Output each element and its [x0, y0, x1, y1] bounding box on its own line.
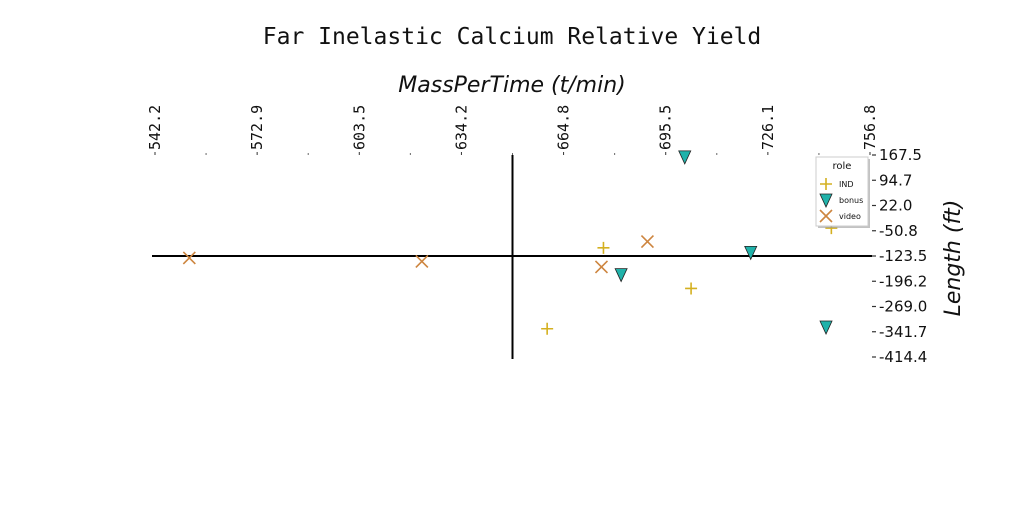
legend-label-bonus: bonus [839, 196, 863, 205]
point-video [416, 255, 428, 267]
y-tick-label: 167.5 [879, 146, 922, 164]
y-tick-label: -123.5 [879, 247, 927, 265]
y-tick-label: -196.2 [879, 272, 927, 290]
point-video [595, 261, 607, 273]
legend-title: role [833, 161, 852, 172]
legend: role IND bonus video [816, 157, 870, 228]
x-tick-label: 634.2 [452, 105, 470, 150]
y-tick-label: -341.7 [879, 323, 927, 341]
point-bonus [820, 321, 832, 334]
x-tick-label: 726.1 [759, 105, 777, 150]
legend-label-video: video [839, 212, 861, 221]
point-ind [541, 323, 553, 335]
x-tick-label: 695.5 [657, 105, 675, 150]
y-tick-label: 22.0 [879, 197, 912, 215]
y-axis-label: Length (ft) [941, 200, 966, 317]
legend-label-ind: IND [839, 180, 854, 189]
point-bonus [745, 246, 757, 259]
point-bonus [615, 269, 627, 282]
x-tick-label: 664.8 [555, 105, 573, 150]
y-axis-ticks: 167.5 94.7 22.0 -50.8 -123.5 -196.2 -269.0 -341… [872, 146, 927, 366]
y-tick-label: -50.8 [879, 222, 918, 240]
x-tick-label: 603.5 [350, 105, 368, 150]
y-tick-label: -414.4 [879, 348, 927, 366]
point-video [641, 236, 653, 248]
chart-title: Far Inelastic Calcium Relative Yield [263, 24, 762, 50]
x-tick-label: 572.9 [248, 105, 266, 150]
point-ind [685, 282, 697, 294]
x-tick-label: 756.8 [861, 105, 879, 150]
x-tick-label: 542.2 [146, 105, 164, 150]
zero-lines [152, 155, 872, 359]
point-bonus [679, 151, 691, 164]
x-axis-ticks: 542.2 572.9 603.5 634.2 664.8 695.5 726.1 756.8 [146, 105, 879, 155]
y-tick-label: 94.7 [879, 171, 912, 189]
data-points [183, 151, 837, 335]
x-axis-label: MassPerTime (t/min) [398, 73, 625, 98]
point-ind [597, 242, 609, 254]
point-video [183, 252, 195, 264]
y-tick-label: -269.0 [879, 298, 927, 316]
